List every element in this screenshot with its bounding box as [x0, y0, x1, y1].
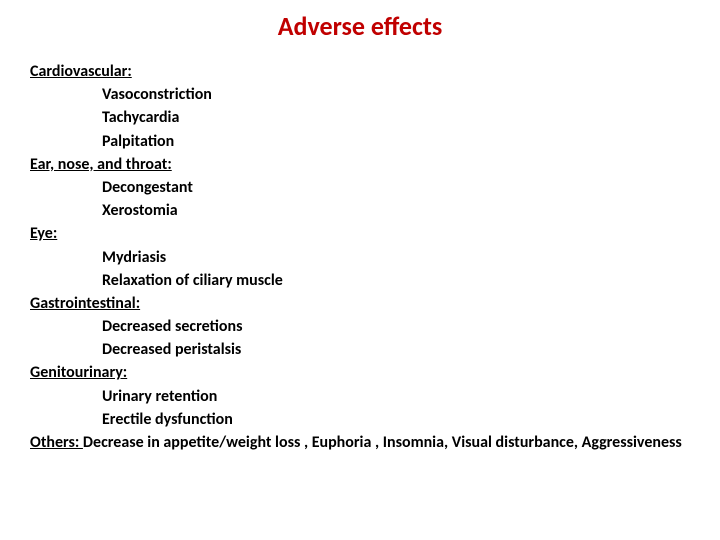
category-eye: Eye: — [30, 222, 690, 245]
list-item: Decongestant — [102, 176, 690, 199]
list-item: Xerostomia — [102, 199, 690, 222]
category-gi: Gastrointestinal: — [30, 292, 690, 315]
list-item: Urinary retention — [102, 385, 690, 408]
slide-title: Adverse effects — [30, 10, 690, 42]
list-item: Tachycardia — [102, 106, 690, 129]
list-item: Vasoconstriction — [102, 83, 690, 106]
others-text: Decrease in appetite/weight loss , Eupho… — [83, 433, 682, 452]
list-item: Erectile dysfunction — [102, 408, 690, 431]
slide-container: Adverse effects Cardiovascular: Vasocons… — [0, 0, 720, 540]
category-ent: Ear, nose, and throat: — [30, 153, 690, 176]
list-item: Relaxation of ciliary muscle — [102, 269, 690, 292]
category-others: Others: — [30, 433, 83, 452]
list-item: Decreased secretions — [102, 315, 690, 338]
slide-content: Cardiovascular: Vasoconstriction Tachyca… — [30, 60, 690, 454]
list-item: Decreased peristalsis — [102, 338, 690, 361]
category-cardiovascular: Cardiovascular: — [30, 60, 690, 83]
category-gu: Genitourinary: — [30, 361, 690, 384]
list-item: Palpitation — [102, 130, 690, 153]
list-item: Mydriasis — [102, 246, 690, 269]
others-line: Others: Decrease in appetite/weight loss… — [30, 431, 690, 454]
